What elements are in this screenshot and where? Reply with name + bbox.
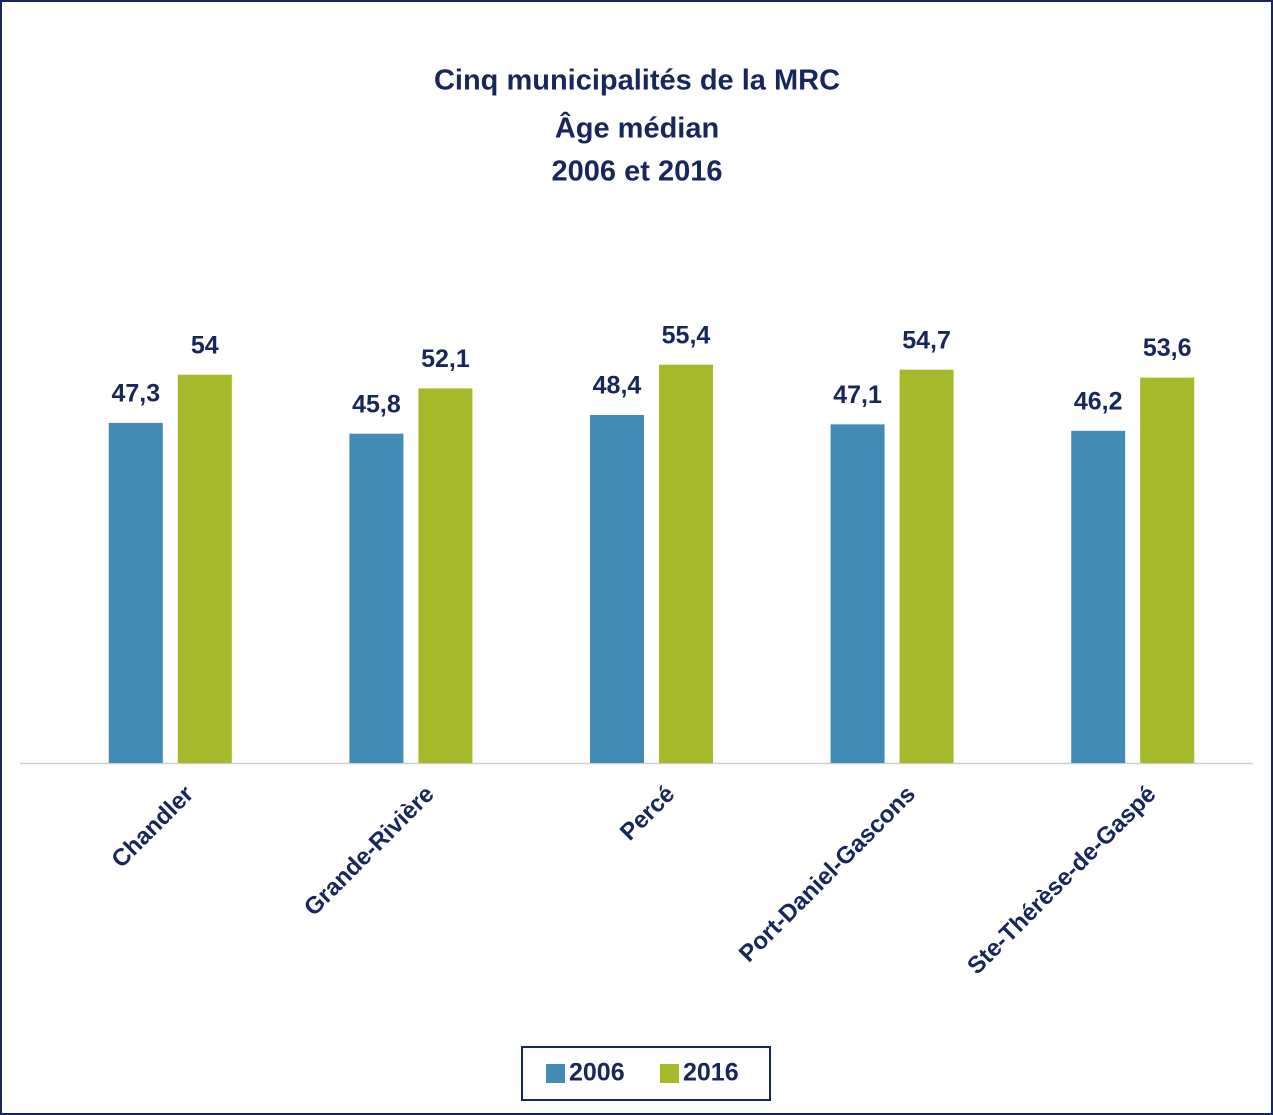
data-label: 55,4 bbox=[662, 321, 711, 349]
bar bbox=[108, 422, 163, 763]
legend-swatch bbox=[546, 1064, 565, 1083]
data-label: 46,2 bbox=[1074, 387, 1123, 415]
data-label: 52,1 bbox=[421, 345, 470, 373]
bar bbox=[899, 369, 954, 763]
data-label: 48,4 bbox=[593, 372, 642, 400]
data-label: 45,8 bbox=[352, 390, 401, 418]
chart-title: Âge médian bbox=[555, 111, 719, 145]
bar bbox=[1071, 430, 1126, 763]
data-label: 54,7 bbox=[902, 326, 951, 354]
bar bbox=[830, 424, 885, 763]
bar bbox=[1140, 377, 1195, 763]
bar bbox=[177, 374, 232, 763]
legend-box bbox=[521, 1046, 771, 1101]
legend-swatch bbox=[660, 1064, 679, 1083]
bar bbox=[659, 364, 713, 763]
data-label: 47,3 bbox=[111, 380, 160, 408]
data-label: 54 bbox=[191, 331, 219, 359]
bar bbox=[418, 388, 473, 763]
bar bbox=[349, 433, 404, 763]
legend-label: 2016 bbox=[683, 1059, 739, 1087]
data-label: 47,1 bbox=[833, 381, 882, 409]
data-label: 53,6 bbox=[1143, 334, 1192, 362]
bar bbox=[590, 415, 644, 763]
chart-title: Cinq municipalités de la MRC bbox=[434, 65, 840, 97]
chart-title: 2006 et 2016 bbox=[552, 156, 723, 188]
legend-label: 2006 bbox=[569, 1059, 625, 1087]
